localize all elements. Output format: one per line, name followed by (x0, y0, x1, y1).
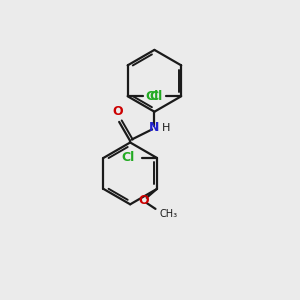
Text: CH₃: CH₃ (160, 209, 178, 219)
Text: O: O (112, 105, 123, 119)
Text: H: H (161, 123, 170, 133)
Text: N: N (149, 121, 160, 134)
Text: Cl: Cl (146, 90, 159, 103)
Text: Cl: Cl (122, 152, 135, 164)
Text: Cl: Cl (150, 90, 163, 103)
Text: O: O (138, 194, 149, 207)
